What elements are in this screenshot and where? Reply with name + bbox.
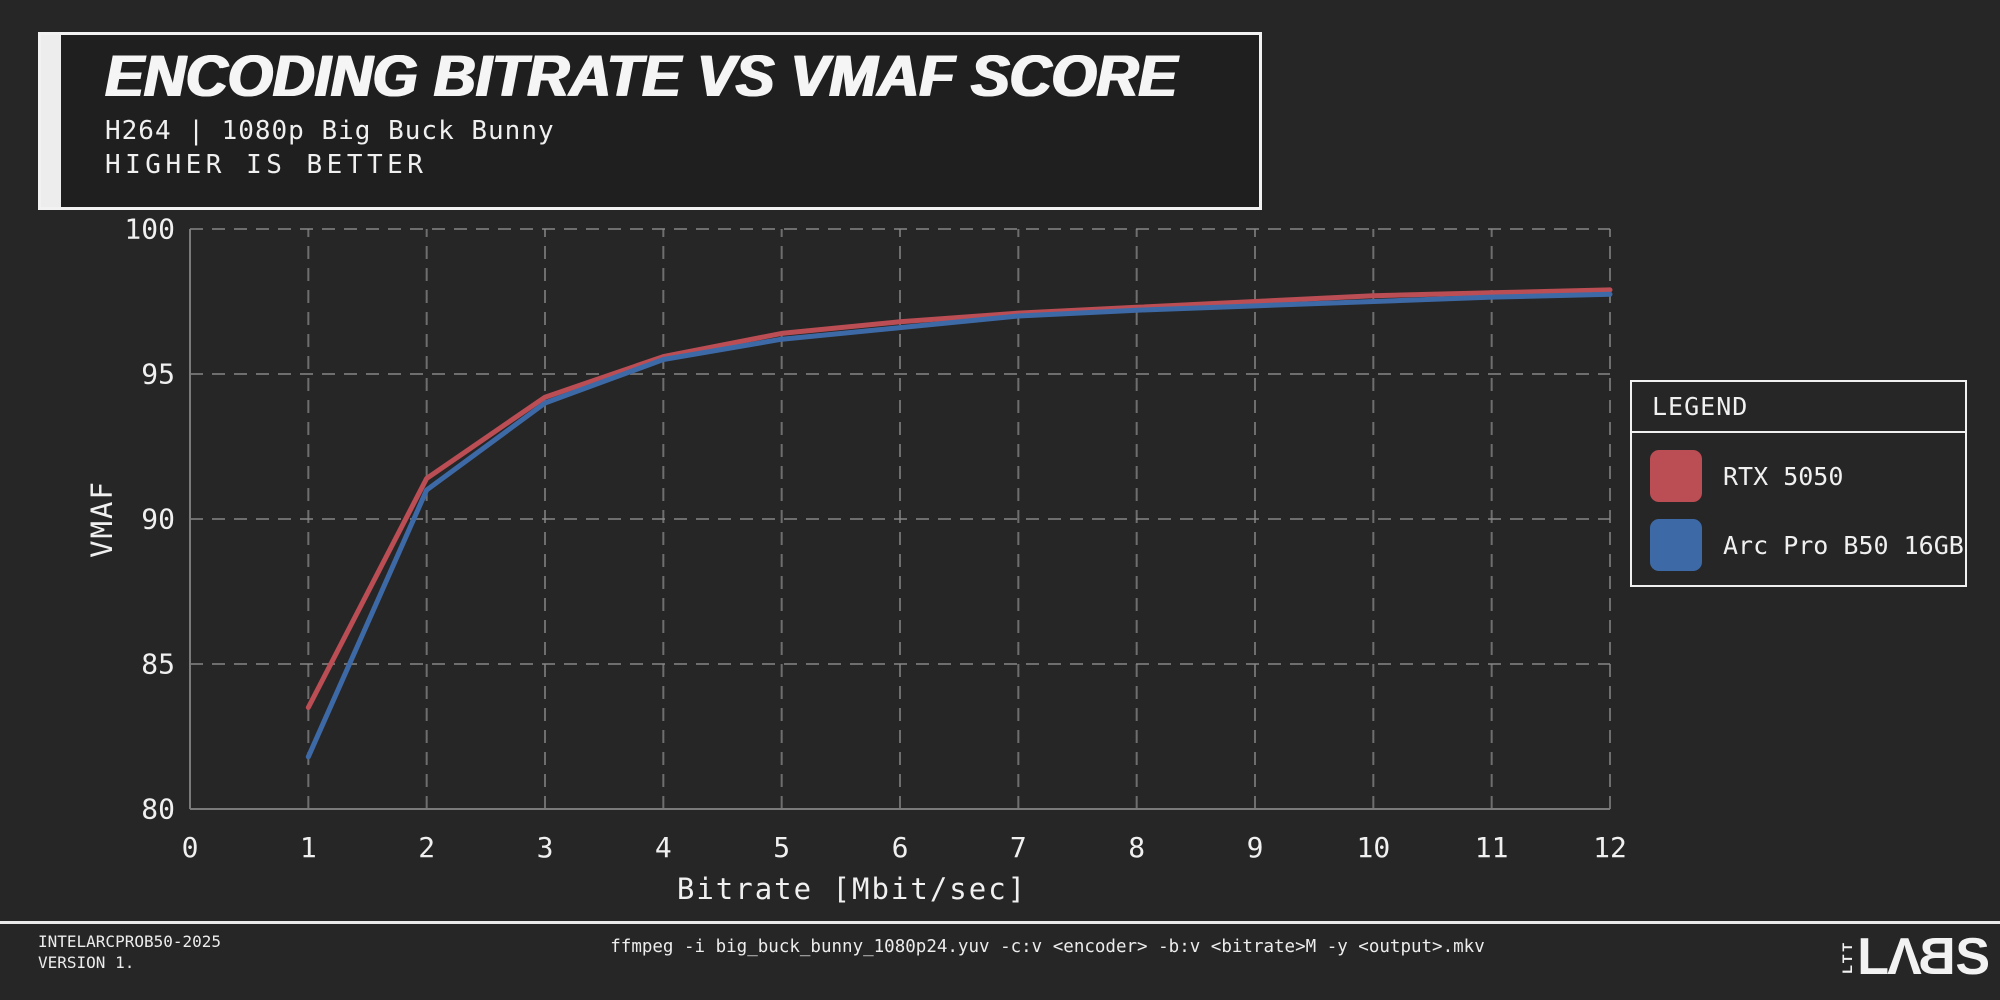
chart-title: ENCODING BITRATE VS VMAF SCORE <box>105 44 1177 109</box>
logo-ltt-vertical: LTT <box>1839 940 1856 974</box>
x-tick-label: 1 <box>300 831 317 864</box>
series-line-arc-pro-b50-16gb <box>305 291 1613 760</box>
legend-body: RTX 5050 Arc Pro B50 16GB <box>1632 433 1965 571</box>
logo-labs-wordmark: LΛBS <box>1857 928 1990 986</box>
chart-subtitle: H264 | 1080p Big Buck Bunny <box>105 116 555 146</box>
y-tick-label: 100 <box>124 213 175 246</box>
x-tick-label: 7 <box>1010 831 1027 864</box>
legend-title: LEGEND <box>1632 382 1965 433</box>
legend-swatch <box>1650 519 1702 571</box>
legend-row: Arc Pro B50 16GB <box>1650 519 1965 571</box>
x-axis-title: Bitrate [Mbit/sec] <box>677 872 1027 906</box>
x-tick-label: 2 <box>418 831 435 864</box>
logo-letter: S <box>1955 928 1990 986</box>
x-tick-label: 12 <box>1593 831 1627 864</box>
x-tick-label: 0 <box>182 831 199 864</box>
legend-swatch <box>1650 450 1702 502</box>
legend-label: RTX 5050 <box>1723 461 1844 491</box>
x-tick-label: 6 <box>892 831 909 864</box>
y-tick-label: 95 <box>141 358 175 391</box>
title-accent-bar <box>41 35 61 207</box>
x-tick-label: 11 <box>1475 831 1509 864</box>
x-tick-label: 5 <box>773 831 790 864</box>
ffmpeg-command: ffmpeg -i big_buck_bunny_1080p24.yuv -c:… <box>610 937 1485 957</box>
legend-label: Arc Pro B50 16GB <box>1723 530 1964 560</box>
chart-tagline: HIGHER IS BETTER <box>105 150 428 180</box>
title-content: ENCODING BITRATE VS VMAF SCORE H264 | 10… <box>105 44 1239 181</box>
title-box: ENCODING BITRATE VS VMAF SCORE H264 | 10… <box>38 32 1262 210</box>
legend: LEGEND RTX 5050 Arc Pro B50 16GB <box>1630 380 1967 587</box>
x-tick-label: 3 <box>537 831 554 864</box>
y-tick-label: 85 <box>141 648 175 681</box>
x-tick-label: 4 <box>655 831 672 864</box>
y-axis-title: VMAF <box>85 480 119 558</box>
logo-letter: L <box>1857 928 1889 986</box>
y-tick-label: 90 <box>141 503 175 536</box>
y-tick-label: 80 <box>141 793 175 826</box>
x-tick-label: 8 <box>1128 831 1145 864</box>
footer: INTELARCPROB50-2025 VERSION 1. ffmpeg -i… <box>0 921 2000 1000</box>
logo-letter: B <box>1919 928 1956 986</box>
series-line-rtx-5050 <box>305 287 1613 710</box>
footer-dataset-info: INTELARCPROB50-2025 VERSION 1. <box>38 931 221 973</box>
x-tick-label: 10 <box>1356 831 1390 864</box>
dataset-version: VERSION 1. <box>38 953 135 972</box>
logo-letter: Λ <box>1887 928 1922 986</box>
ltt-labs-logo: LTT LΛBS <box>1839 928 1990 986</box>
legend-row: RTX 5050 <box>1650 450 1965 502</box>
dataset-id: INTELARCPROB50-2025 <box>38 932 222 951</box>
x-tick-label: 9 <box>1247 831 1264 864</box>
